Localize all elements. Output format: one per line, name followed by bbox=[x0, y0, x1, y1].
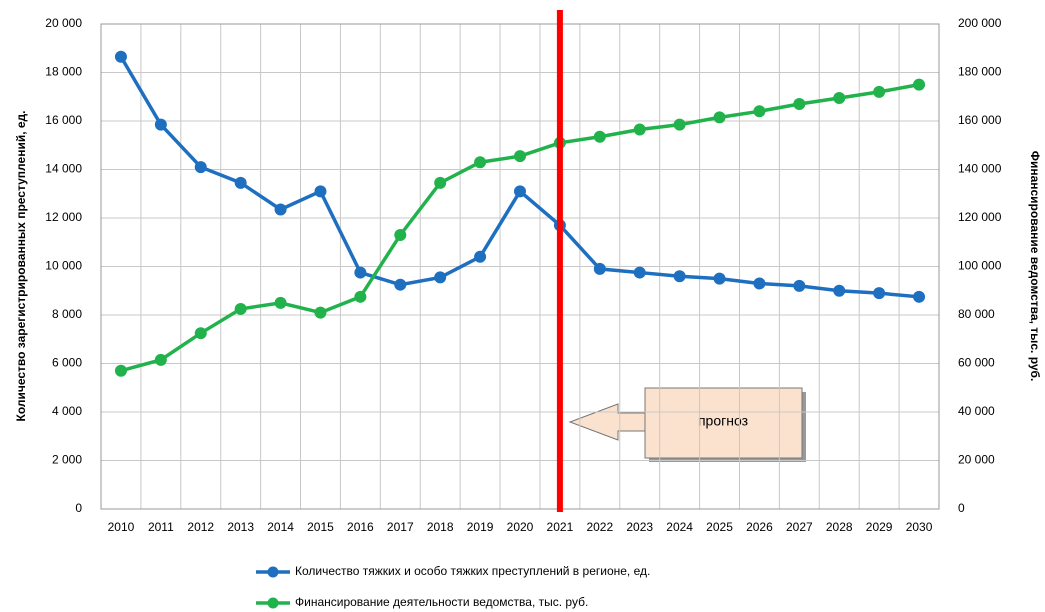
y2-tick-label: 140 000 bbox=[958, 162, 1002, 176]
series-line bbox=[120, 82, 920, 373]
x-tick-label: 2017 bbox=[387, 520, 414, 534]
y2-tick-label: 200 000 bbox=[958, 16, 1002, 30]
point bbox=[833, 284, 846, 297]
point bbox=[234, 302, 247, 315]
x-tick-label: 2023 bbox=[626, 520, 653, 534]
point bbox=[753, 105, 766, 118]
point bbox=[274, 203, 287, 216]
legend-label: Финансирование деятельности ведомства, т… bbox=[295, 595, 588, 609]
point bbox=[833, 91, 846, 104]
y-tick-label: 0 bbox=[75, 501, 82, 515]
y-tick-label: 6 000 bbox=[52, 356, 82, 370]
point bbox=[713, 272, 726, 285]
point bbox=[913, 290, 926, 303]
point bbox=[154, 118, 167, 131]
arrow bbox=[568, 403, 646, 441]
annotation: прогноз bbox=[698, 413, 748, 429]
point bbox=[154, 353, 167, 366]
point bbox=[873, 287, 886, 300]
x-tick-label: 2020 bbox=[507, 520, 534, 534]
y2-tick-label: 60 000 bbox=[958, 356, 995, 370]
x-tick-label: 2019 bbox=[467, 520, 494, 534]
y2-tick-label: 180 000 bbox=[958, 65, 1002, 79]
legend-label: Количество тяжких и особо тяжких преступ… bbox=[295, 564, 650, 578]
y2-axis-label: Финансирование ведомства, тыс. руб. bbox=[1028, 151, 1042, 382]
point bbox=[354, 290, 367, 303]
x-tick-label: 2016 bbox=[347, 520, 374, 534]
x-tick-label: 2024 bbox=[666, 520, 693, 534]
point bbox=[354, 266, 367, 279]
point bbox=[673, 118, 686, 131]
point bbox=[434, 176, 447, 189]
point bbox=[633, 123, 646, 136]
y-axis-label: Количество зарегистрированных преступлен… bbox=[14, 111, 28, 422]
x-tick-label: 2021 bbox=[547, 520, 574, 534]
point bbox=[114, 364, 127, 377]
legend-marker bbox=[267, 597, 279, 609]
y-tick-label: 10 000 bbox=[45, 259, 82, 273]
y2-tick-label: 100 000 bbox=[958, 259, 1002, 273]
point bbox=[793, 98, 806, 111]
point bbox=[474, 156, 487, 169]
point bbox=[873, 85, 886, 98]
legend-marker bbox=[267, 566, 279, 578]
y2-tick-label: 160 000 bbox=[958, 113, 1002, 127]
y-tick-label: 12 000 bbox=[45, 210, 82, 224]
plot-border bbox=[100, 23, 940, 510]
y-tick-label: 2 000 bbox=[52, 453, 82, 467]
x-tick-label: 2015 bbox=[307, 520, 334, 534]
x-tick-label: 2027 bbox=[786, 520, 813, 534]
point bbox=[514, 185, 526, 198]
x-tick-label: 2028 bbox=[826, 520, 853, 534]
x-tick-label: 2030 bbox=[906, 520, 933, 534]
x-tick-label: 2018 bbox=[427, 520, 454, 534]
y2-tick-label: 40 000 bbox=[958, 404, 995, 418]
point bbox=[913, 78, 926, 91]
point bbox=[394, 278, 407, 291]
y2-tick-label: 0 bbox=[958, 501, 965, 515]
x-tick-label: 2013 bbox=[227, 520, 254, 534]
y-tick-label: 20 000 bbox=[45, 16, 82, 30]
point bbox=[593, 262, 606, 275]
x-tick-label: 2026 bbox=[746, 520, 773, 534]
y-tick-label: 16 000 bbox=[45, 113, 82, 127]
x-tick-label: 2011 bbox=[148, 520, 174, 534]
point bbox=[234, 176, 247, 189]
point bbox=[434, 271, 447, 284]
point bbox=[314, 306, 327, 319]
point bbox=[394, 228, 407, 241]
annotation-box bbox=[644, 387, 803, 459]
series-line bbox=[119, 55, 920, 299]
y2-tick-label: 20 000 bbox=[958, 453, 995, 467]
x-tick-label: 2010 bbox=[108, 520, 135, 534]
point bbox=[713, 111, 726, 124]
point bbox=[593, 130, 606, 143]
point bbox=[793, 279, 806, 292]
point bbox=[114, 50, 127, 63]
y-tick-label: 14 000 bbox=[45, 162, 82, 176]
x-tick-label: 2025 bbox=[706, 520, 733, 534]
y-tick-label: 8 000 bbox=[52, 307, 82, 321]
point bbox=[514, 150, 526, 163]
y-tick-label: 18 000 bbox=[45, 65, 82, 79]
point bbox=[314, 185, 327, 198]
x-tick-label: 2029 bbox=[866, 520, 893, 534]
y2-tick-label: 120 000 bbox=[958, 210, 1002, 224]
x-tick-label: 2014 bbox=[267, 520, 294, 534]
point bbox=[633, 266, 646, 279]
point bbox=[274, 296, 287, 309]
point bbox=[474, 250, 487, 263]
x-tick-label: 2022 bbox=[586, 520, 613, 534]
point bbox=[753, 277, 766, 290]
point bbox=[194, 327, 207, 340]
x-tick-label: 2012 bbox=[187, 520, 214, 534]
point bbox=[194, 161, 207, 174]
y-tick-label: 4 000 bbox=[52, 404, 82, 418]
y2-tick-label: 80 000 bbox=[958, 307, 995, 321]
point bbox=[673, 270, 686, 283]
